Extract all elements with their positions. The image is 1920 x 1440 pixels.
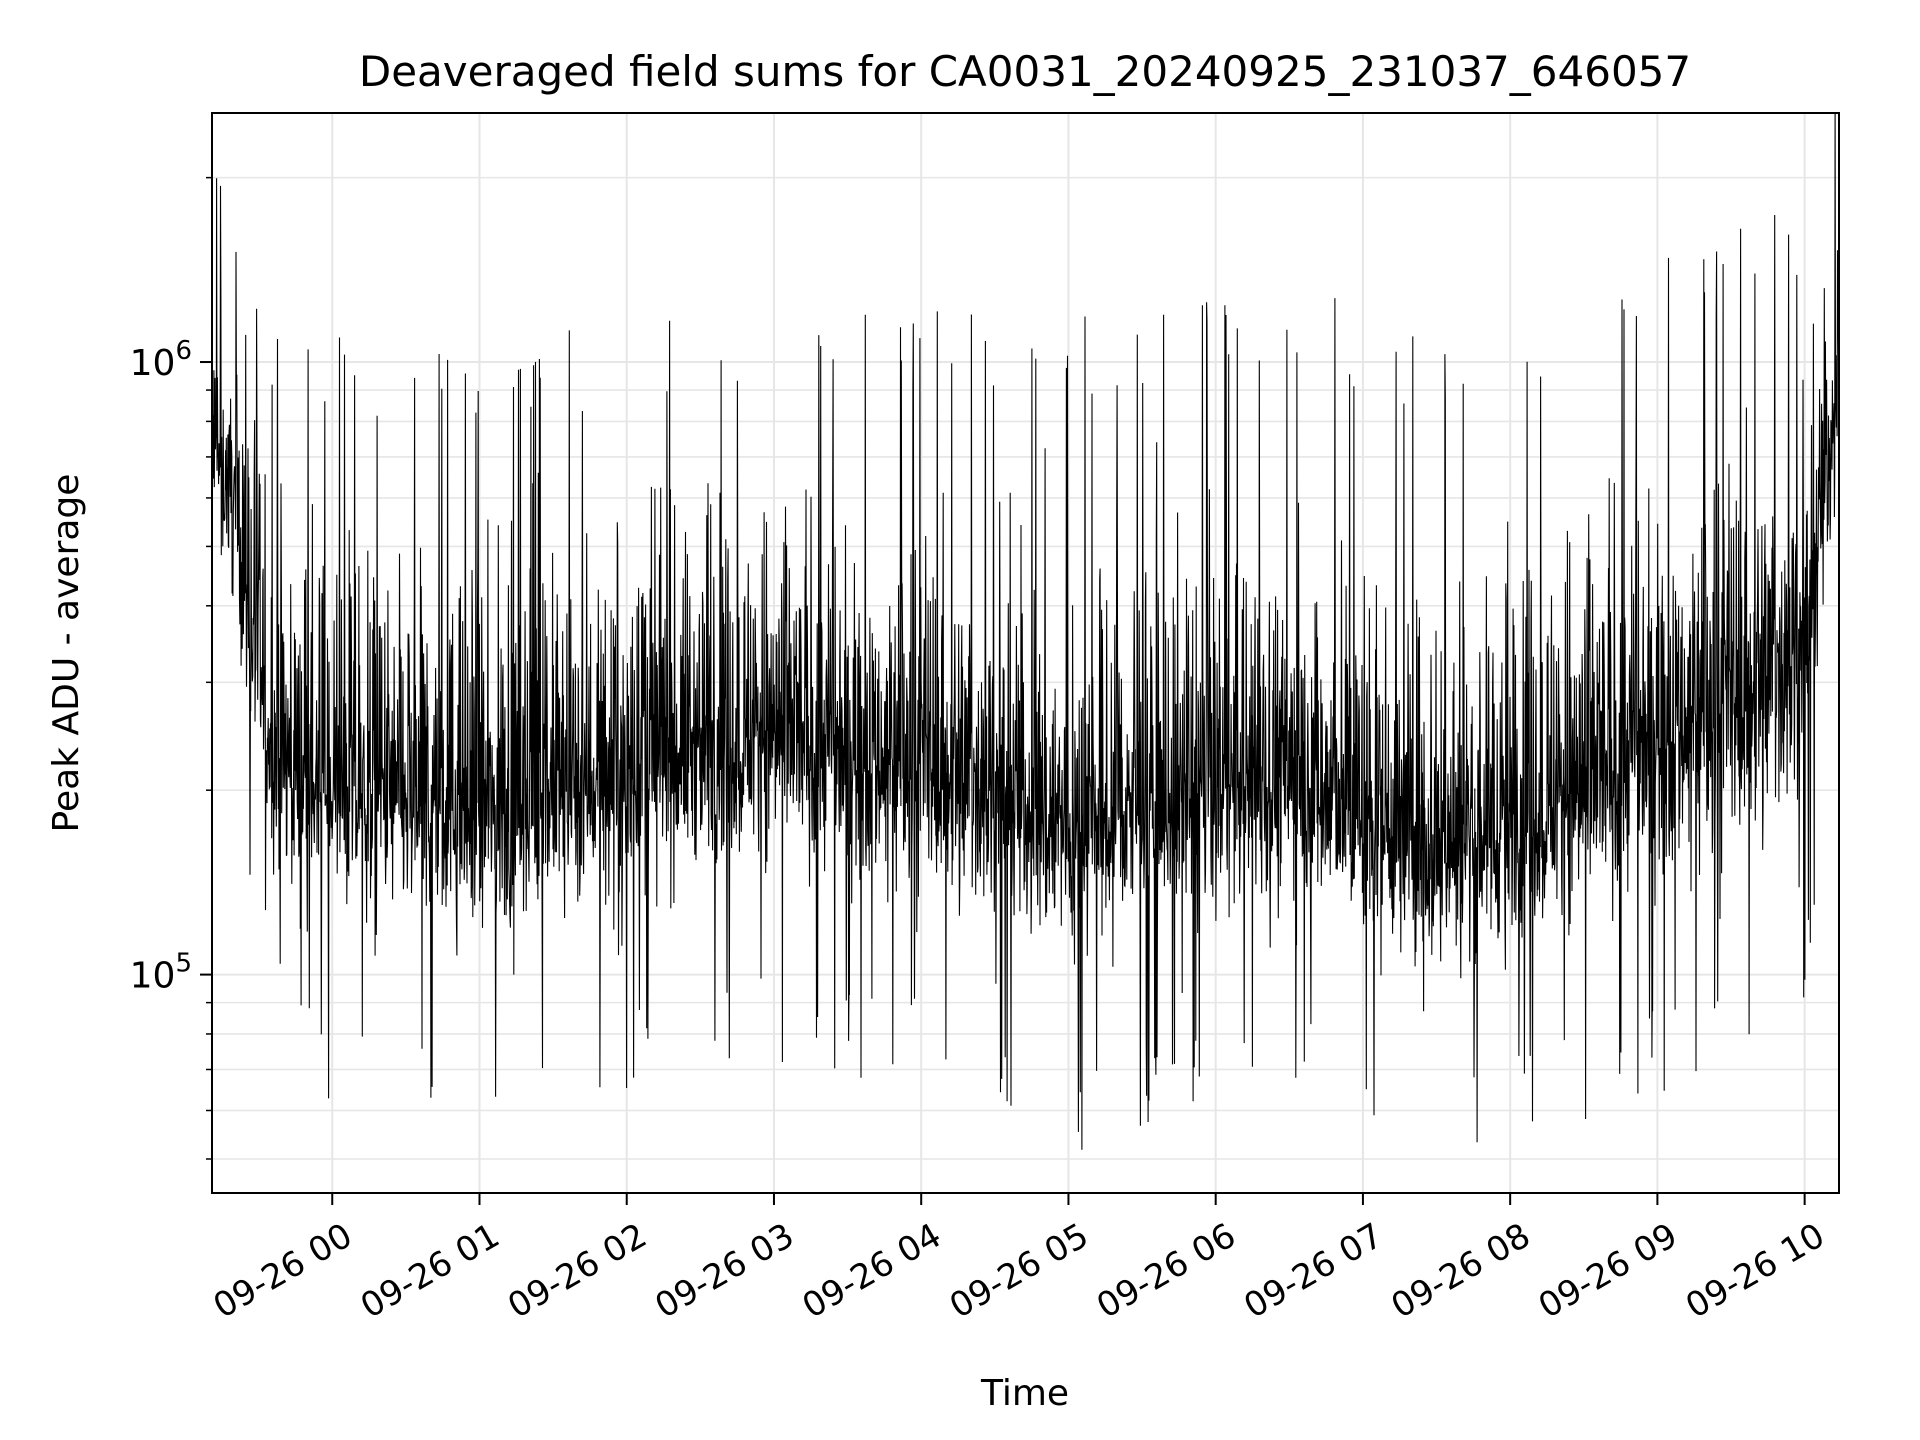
- plot-frame: [211, 112, 1840, 1194]
- x-tick-label: 09-26 00: [207, 1216, 359, 1327]
- x-tick-label: 09-26 01: [354, 1216, 506, 1327]
- x-tick-label: 09-26 03: [648, 1216, 800, 1327]
- y-tick-label: 106: [130, 336, 192, 384]
- y-axis-label: Peak ADU - average: [46, 474, 87, 833]
- y-tick-label: 105: [130, 949, 192, 997]
- series-path: [212, 113, 1839, 1150]
- x-axis-label: Time: [980, 1373, 1069, 1414]
- grid-lines: [212, 113, 1839, 1193]
- y-axis: 105 106: [130, 176, 212, 1160]
- x-tick-label: 09-26 05: [943, 1216, 1095, 1327]
- x-tick-label: 09-26 06: [1090, 1216, 1242, 1327]
- x-tick-label: 09-26 07: [1237, 1216, 1389, 1327]
- chart-title: Deaveraged field sums for CA0031_2024092…: [359, 47, 1691, 96]
- series-line: [212, 113, 1839, 1150]
- x-tick-label: 09-26 08: [1385, 1216, 1537, 1327]
- x-tick-label: 09-26 09: [1532, 1216, 1684, 1327]
- x-tick-label: 09-26 02: [501, 1216, 653, 1327]
- x-tick-label: 09-26 04: [796, 1216, 948, 1327]
- x-tick-label: 09-26 10: [1679, 1216, 1831, 1327]
